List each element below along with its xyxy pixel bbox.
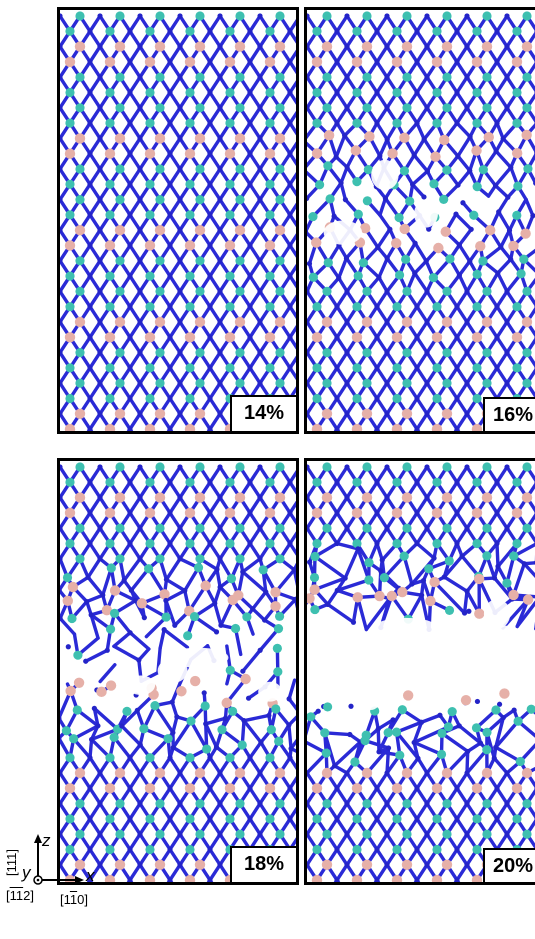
z-direction-label: [111] [4, 849, 19, 876]
z-axis-label: z [42, 831, 51, 850]
snapshot-panel-18: 18% [57, 458, 299, 885]
atomic-structure-image [307, 462, 535, 882]
y-direction-label: [112] [6, 888, 34, 903]
snapshot-panel-16: 16% [304, 7, 535, 434]
crystal-axes-legend: z [111] x y [112] [110] [0, 828, 130, 939]
atomic-structure-image [60, 11, 296, 431]
x-direction-label: [110] [60, 892, 88, 907]
x-axis-label: x [86, 866, 95, 885]
y-axis-label: y [22, 863, 31, 882]
snapshot-panel-20: 20% [304, 458, 535, 885]
snapshot-panel-14: 14% [57, 7, 299, 434]
atom-layer [307, 462, 535, 882]
atomic-structure-image [307, 11, 535, 431]
strain-label: 16% [483, 397, 535, 431]
atomic-structure-image [60, 462, 296, 882]
atom-layer [307, 11, 535, 431]
strain-label: 20% [483, 848, 535, 882]
strain-label: 18% [230, 846, 296, 882]
atom-layer [60, 462, 296, 882]
strain-label: 14% [230, 395, 296, 431]
